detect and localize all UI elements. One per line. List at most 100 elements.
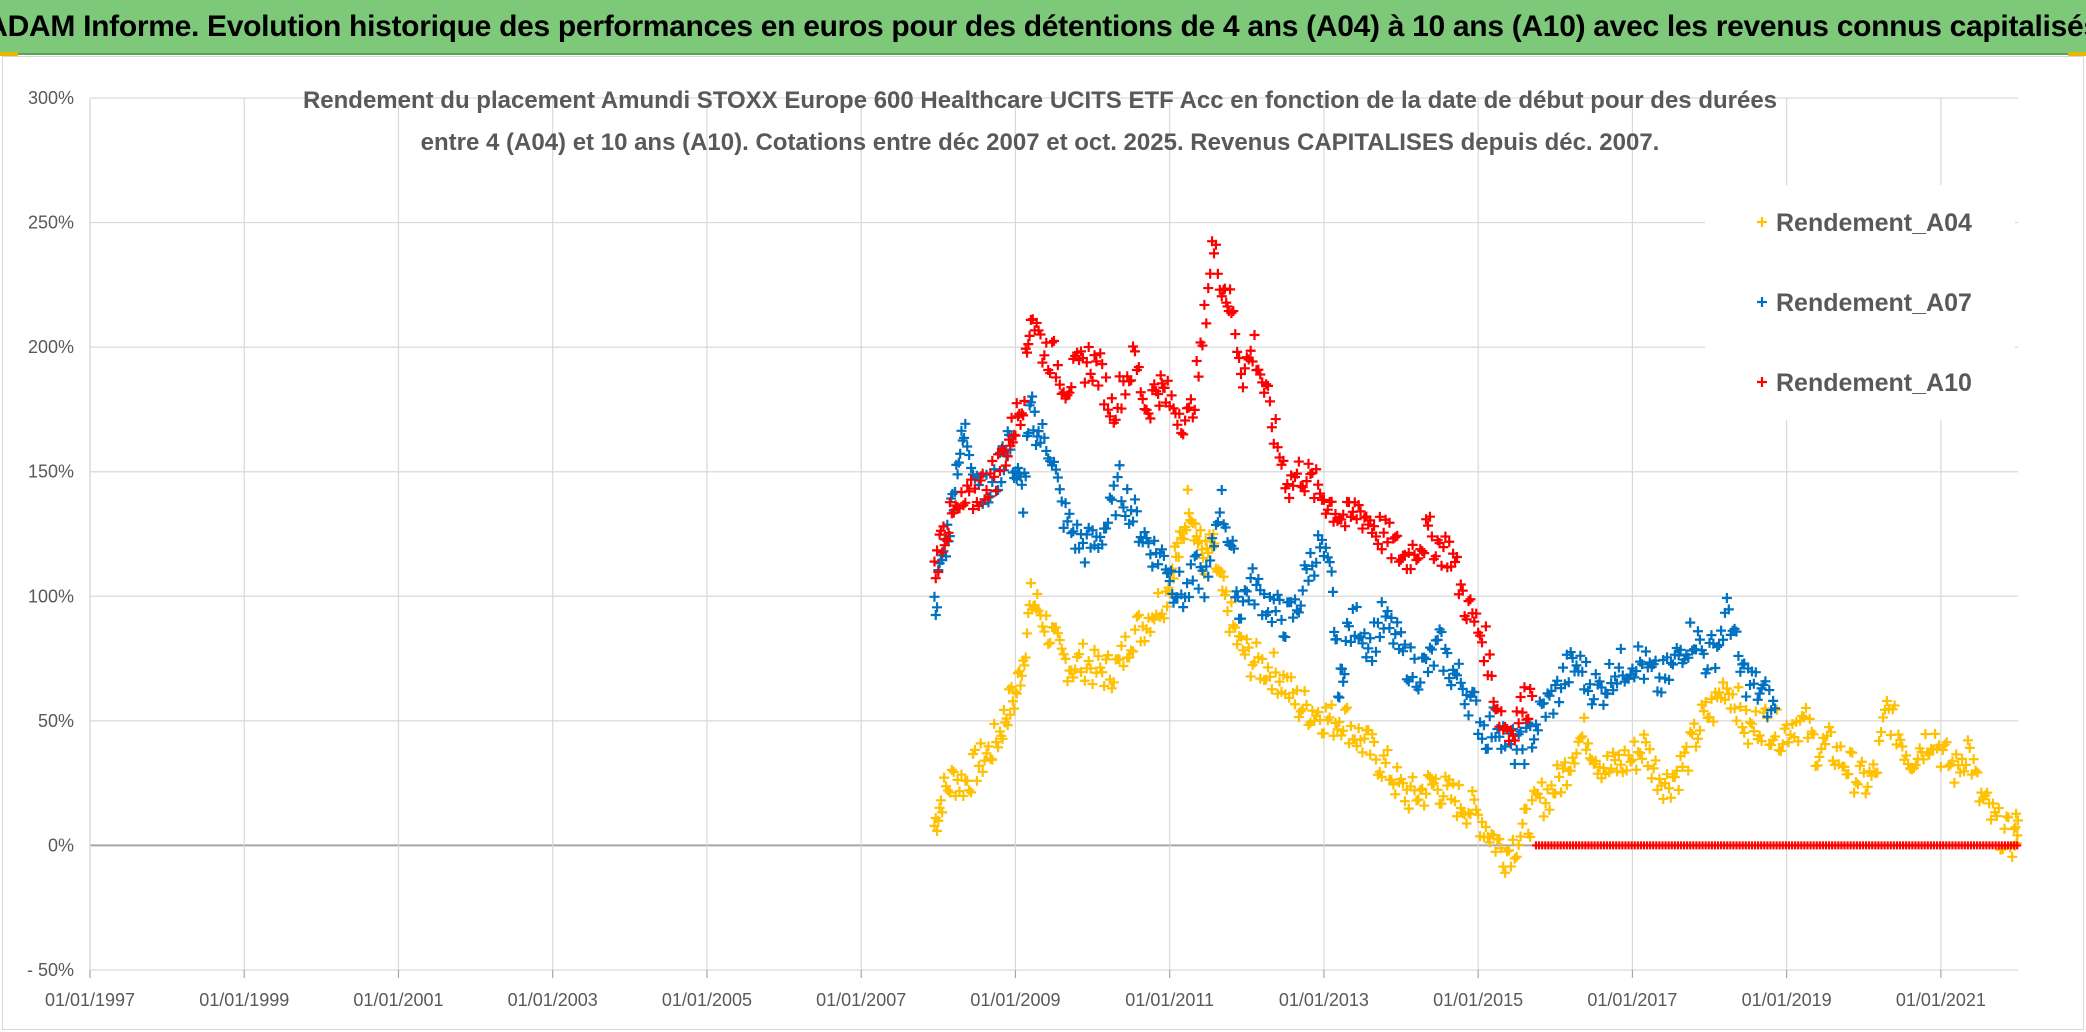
data-point [2011,808,2022,819]
data-point-glyph [1960,759,1971,770]
data-point-glyph [1426,779,1437,790]
data-point [1509,853,1520,864]
data-point-glyph [958,790,969,801]
data-point-glyph [1750,667,1761,678]
data-point [993,449,1004,460]
data-point-glyph [1011,398,1022,409]
data-point [1128,341,1139,352]
data-point-glyph [1032,431,1043,442]
data-point-glyph [1236,613,1247,624]
data-point [1517,744,1528,755]
data-point-glyph [1149,535,1160,546]
data-point-glyph [1050,622,1061,633]
data-point [1137,394,1148,405]
data-point-glyph [998,704,1009,715]
data-point-glyph [1089,350,1100,361]
data-point-glyph [1432,784,1443,795]
data-point-glyph [946,764,957,775]
data-point-glyph [1232,639,1243,650]
data-point-glyph [983,741,994,752]
data-point-glyph [1471,695,1482,706]
data-point-glyph [1937,744,1948,755]
data-point-glyph [959,432,970,443]
legend-label: Rendement_A04 [1776,209,1972,237]
data-point-glyph [1195,525,1206,536]
data-point [1872,767,1883,778]
data-point [1588,694,1599,705]
data-point-glyph [1212,517,1223,528]
data-point [1372,617,1383,628]
data-point [1849,787,1860,798]
data-point [1102,517,1113,528]
data-point [1860,788,1871,799]
data-point-glyph [1181,525,1192,536]
data-point [1126,645,1137,656]
data-point-glyph [1322,504,1333,515]
data-point-glyph [987,754,998,765]
data-point-glyph [1077,537,1088,548]
data-point-glyph [1515,726,1526,737]
data-point [1457,585,1468,596]
data-point [1052,472,1063,483]
data-point-glyph [944,497,955,508]
data-point-glyph [1442,648,1453,659]
data-point-glyph [1110,510,1121,521]
data-point [1534,792,1545,803]
data-point [1216,566,1227,577]
data-point-glyph [1332,724,1343,735]
data-point [983,741,994,752]
data-point [1436,560,1447,571]
data-point [941,533,952,544]
data-point [1079,675,1090,686]
data-point [1232,346,1243,357]
data-point-glyph [1739,727,1750,738]
data-point-glyph [1423,770,1434,781]
data-point-glyph [1052,628,1063,639]
data-point-glyph [1683,652,1694,663]
data-point-glyph [1106,494,1117,505]
data-point [1025,397,1036,408]
data-point [1370,754,1381,765]
data-point [973,500,984,511]
data-point [1563,677,1574,688]
data-point [1509,735,1520,746]
data-point [995,466,1006,477]
data-point-glyph [1054,484,1065,495]
data-point-glyph [2012,830,2023,841]
data-point [1006,412,1017,423]
data-point [1216,291,1227,302]
data-point [1093,651,1104,662]
data-point [1708,716,1719,727]
data-point-glyph [971,775,982,786]
data-point-glyph [1297,585,1308,596]
data-point [1397,778,1408,789]
data-point-glyph [1473,809,1484,820]
corner-accent-right [2068,52,2086,56]
data-point-glyph [1324,557,1335,568]
data-point-glyph [1334,692,1345,703]
data-point [991,737,1002,748]
data-point [1343,621,1354,632]
data-point-glyph [1569,758,1580,769]
data-point [1251,579,1262,590]
data-point-glyph [1006,412,1017,423]
data-point-glyph [1685,727,1696,738]
data-point [969,483,980,494]
legend-entry-rendement-a10: Rendement_A10 [1757,369,1972,397]
data-point-glyph [1993,803,2004,814]
data-point-glyph [1097,359,1108,370]
data-point [1959,766,1970,777]
data-point [1054,635,1065,646]
data-point [1590,669,1601,680]
data-point [1155,370,1166,381]
data-point-glyph [933,566,944,577]
data-point [1327,586,1338,597]
data-point-glyph [1608,685,1619,696]
data-point-glyph [1577,666,1588,677]
data-markers [929,236,2023,878]
data-point [1448,778,1459,789]
data-point-glyph [1849,787,1860,798]
data-point-glyph [1305,469,1316,480]
data-point [1139,527,1150,538]
data-point [1168,403,1179,414]
